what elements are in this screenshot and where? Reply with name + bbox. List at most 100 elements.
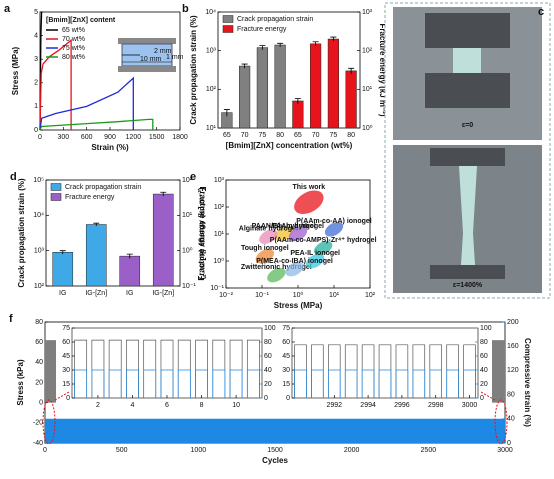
x-tick-label: 2998 xyxy=(428,402,444,409)
region-label: Zwitterionic hydrogel xyxy=(241,264,312,271)
y-tick-label: -20 xyxy=(33,420,43,427)
area xyxy=(45,418,505,443)
pulse xyxy=(395,369,409,398)
x-tick-label: 2000 xyxy=(344,447,360,454)
arrow xyxy=(480,391,496,401)
bar xyxy=(119,255,141,287)
y-axis-label: Stress (MPa) xyxy=(11,46,20,95)
inset-frame xyxy=(291,327,479,399)
x-tick-label: 2500 xyxy=(421,447,437,454)
pulse xyxy=(126,369,139,398)
inset-label: 10 mm xyxy=(140,56,162,63)
y-tick-label: 30 xyxy=(62,367,70,374)
x-tick-label: 10¹ xyxy=(329,292,340,299)
bar xyxy=(345,70,357,129)
region-label: PAAN/Gly hydrogel xyxy=(252,223,316,230)
legend-label: 80 wt% xyxy=(62,54,85,61)
region xyxy=(306,253,325,269)
bar xyxy=(274,44,286,129)
x-tick-label: 70 xyxy=(312,132,320,139)
region-label: Alginate hydrogel xyxy=(239,225,298,232)
y-tick-label: 30 xyxy=(282,367,290,374)
error-bar xyxy=(348,67,355,74)
y2-axis-label: Fracture energy (kJ m⁻²) xyxy=(198,186,207,279)
region-label: P(MEA-co-IBA) ionogel xyxy=(256,258,333,265)
x-tick-label: 75 xyxy=(329,132,337,139)
y-tick-label: 10² xyxy=(206,86,217,93)
x-axis-label: [Bmim][ZnX] concentration (wt%) xyxy=(226,141,353,150)
region xyxy=(324,222,344,237)
pulse xyxy=(160,369,174,398)
legend-label: Crack propagation strain xyxy=(65,184,141,191)
photo-clamp xyxy=(425,13,510,48)
pulse xyxy=(177,339,191,398)
y2-axis-label: Fracture energy (kJ m⁻²) xyxy=(378,23,387,116)
x-tick-label: 3000 xyxy=(497,447,513,454)
region xyxy=(259,229,278,244)
pulse xyxy=(328,369,341,398)
y-tick-label: 3 xyxy=(34,56,38,63)
y-tick-label: 0 xyxy=(286,395,290,402)
panel-letter: f xyxy=(9,313,13,325)
photo-label: ε=1400% xyxy=(453,282,483,289)
y-tick-label: 20 xyxy=(35,379,43,386)
bar xyxy=(85,224,107,287)
y2-tick-label: 10⁰ xyxy=(182,247,193,255)
y-axis-label: Crack propagation strain (%) xyxy=(17,178,26,288)
x-tick-label: 600 xyxy=(81,134,93,141)
legend-swatch xyxy=(222,15,234,23)
y2-tick-label: 10² xyxy=(362,48,373,55)
x-tick-label: 1500 xyxy=(149,134,165,141)
inset-label: 1 mm xyxy=(166,54,184,61)
pulse xyxy=(429,369,442,398)
pulse xyxy=(344,369,358,398)
y2-tick-label: 40 xyxy=(507,416,515,423)
x-tick-label: 70 xyxy=(241,132,249,139)
pulse xyxy=(246,339,260,398)
legend-label: 75 wt% xyxy=(62,45,85,52)
y-tick-label: 10⁰ xyxy=(213,257,224,265)
y2-tick-label: 40 xyxy=(264,367,272,374)
pulse xyxy=(195,339,208,398)
pulse xyxy=(212,369,226,398)
pulse xyxy=(311,369,324,398)
y2-tick-label: 100 xyxy=(264,325,276,332)
y2-tick-label: 60 xyxy=(264,353,272,360)
pulse xyxy=(361,369,375,398)
x-tick-label: 10² xyxy=(365,292,376,299)
pulse xyxy=(446,369,459,398)
pulse xyxy=(212,339,226,398)
x-tick-label: 0 xyxy=(43,447,47,454)
x-tick-label: 10⁻² xyxy=(219,292,233,299)
error-bar xyxy=(312,41,319,47)
y-tick-label: 15 xyxy=(282,381,290,388)
pulse xyxy=(246,369,260,398)
region-label: P(AAm-co-AA) ionogel xyxy=(296,218,371,225)
inset-background xyxy=(56,324,276,408)
y2-tick-label: 10² xyxy=(182,177,193,184)
x-tick-label: 6 xyxy=(165,402,169,409)
x-tick-label: 10⁰ xyxy=(293,291,304,299)
x-tick-label: IG-[Zn] xyxy=(152,290,174,297)
panel-letter: c xyxy=(538,6,544,18)
pulse xyxy=(177,369,191,398)
y-tick-label: 75 xyxy=(62,325,70,332)
x-tick-label: 4 xyxy=(131,402,135,409)
y-tick-label: 60 xyxy=(62,339,70,346)
y-tick-label: 10¹ xyxy=(214,231,225,238)
x-tick-label: 300 xyxy=(57,134,69,141)
inset-background xyxy=(276,324,492,408)
y-tick-label: 0 xyxy=(39,400,43,407)
x-tick-label: 10 xyxy=(232,402,240,409)
bar xyxy=(239,65,251,129)
y2-axis-label: Compressive strain (%) xyxy=(523,338,532,427)
y2-tick-label: 10³ xyxy=(362,9,373,16)
y-tick-label: 1 xyxy=(34,103,38,110)
x-tick-label: 65 xyxy=(223,132,231,139)
y2-tick-label: 0 xyxy=(507,440,511,447)
region xyxy=(288,226,308,242)
y-tick-label: 0 xyxy=(66,395,70,402)
bar xyxy=(310,43,322,129)
y-tick-label: 80 xyxy=(35,319,43,326)
